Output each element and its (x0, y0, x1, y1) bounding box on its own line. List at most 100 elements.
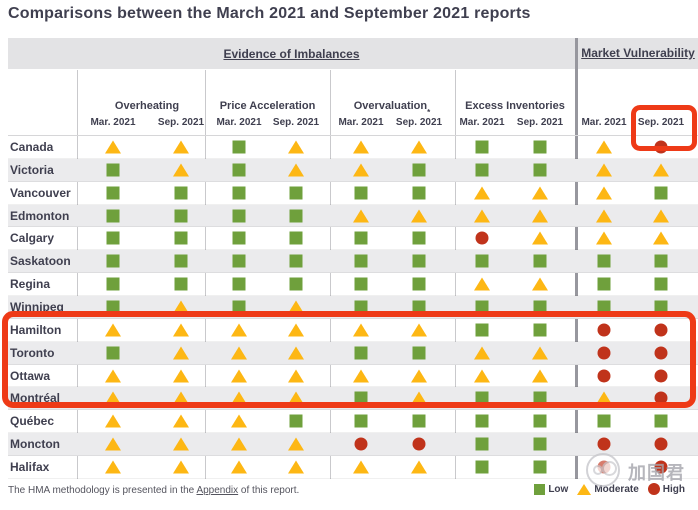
rating-low-icon (289, 186, 303, 200)
rating-low-icon (232, 209, 246, 222)
rating-moderate-icon (474, 186, 490, 200)
rating-high-icon (597, 346, 611, 360)
header-band: Evidence of Imbalances Market Vulnerabil… (8, 38, 698, 69)
rating-low-icon (232, 277, 246, 291)
legend-item-low: Low (534, 483, 568, 495)
table-row-saskatoon: Saskatoon (8, 250, 698, 274)
period-header-mar-2021: Mar. 2021 (581, 117, 627, 128)
rating-low-icon (289, 209, 303, 222)
header-market-vulnerability: Market Vulnerability (581, 45, 695, 60)
table-row-victoria: Victoria (8, 158, 698, 182)
rating-moderate-icon (231, 460, 247, 474)
rating-low-icon (412, 254, 426, 268)
rating-moderate-icon (231, 369, 247, 383)
rating-low-icon (174, 231, 188, 245)
rating-moderate-icon (231, 437, 247, 451)
rating-moderate-icon (474, 346, 490, 360)
column-group-label: Price Acceleration (219, 100, 316, 113)
rating-low-icon (654, 254, 668, 268)
column-group-label: Overheating (114, 100, 180, 113)
period-header-mar-2021: Mar. 2021 (90, 117, 136, 128)
rating-low-icon (354, 414, 368, 428)
rating-low-icon (232, 140, 246, 154)
rating-low-icon (654, 277, 668, 291)
rating-moderate-icon (353, 163, 369, 177)
rating-moderate-icon (173, 323, 189, 337)
column-group-label: Overvaluation (353, 100, 428, 113)
rating-low-icon (232, 300, 246, 314)
rating-moderate-icon (173, 346, 189, 360)
rating-moderate-icon (231, 323, 247, 337)
rating-moderate-icon (596, 231, 612, 245)
rating-moderate-icon (596, 391, 612, 405)
rating-moderate-icon (288, 300, 304, 314)
rating-moderate-icon (231, 414, 247, 428)
table-row-calgary: Calgary (8, 227, 698, 251)
table-row-regina: Regina (8, 273, 698, 297)
rating-low-icon (475, 323, 489, 337)
column-group-excess-inventories: Excess Inventories (463, 80, 567, 113)
city-label: Canada (10, 139, 54, 154)
footnote: The HMA methodology is presented in the … (8, 485, 299, 496)
rating-low-icon (106, 254, 120, 268)
rating-moderate-icon (411, 369, 427, 383)
column-group-overheating: Overheating (95, 80, 199, 113)
column-group-price-acceleration: Price Acceleration (216, 80, 320, 113)
period-header-sep-2021: Sep. 2021 (637, 117, 685, 128)
period-header-mar-2021: Mar. 2021 (338, 117, 384, 128)
rating-low-icon (412, 346, 426, 360)
rating-moderate-icon (532, 277, 548, 291)
rating-low-icon (475, 140, 489, 154)
table-row-winnipeg: Winnipeg (8, 296, 698, 319)
city-label: Saskatoon (10, 254, 71, 269)
rating-moderate-icon (353, 209, 369, 222)
rating-moderate-icon (173, 163, 189, 177)
appendix-link[interactable]: Appendix (196, 485, 239, 496)
rating-low-icon (174, 186, 188, 200)
rating-low-icon (475, 163, 489, 177)
table-row-toronto: Toronto (8, 341, 698, 365)
rating-low-icon (174, 254, 188, 268)
rating-low-icon (106, 300, 120, 314)
rating-high-icon (654, 369, 668, 383)
city-label: Montréal (10, 391, 61, 406)
rating-low-icon (412, 414, 426, 428)
rating-low-icon (533, 437, 547, 451)
rating-moderate-icon (532, 186, 548, 200)
rating-low-icon (354, 277, 368, 291)
rating-high-icon (654, 437, 668, 451)
column-divider (330, 70, 331, 479)
rating-high-icon (354, 437, 368, 451)
rating-moderate-icon (288, 369, 304, 383)
rating-low-icon (533, 414, 547, 428)
rating-low-icon (106, 163, 120, 177)
rating-low-icon (533, 254, 547, 268)
period-header-sep-2021: Sep. 2021 (157, 117, 205, 128)
rating-low-icon (354, 346, 368, 360)
rating-moderate-icon (288, 140, 304, 154)
rating-moderate-icon (105, 414, 121, 428)
rating-moderate-icon (288, 460, 304, 474)
rating-low-icon (232, 186, 246, 200)
period-header-mar-2021: Mar. 2021 (216, 117, 262, 128)
legend-label: Moderate (594, 483, 639, 495)
rating-moderate-icon (105, 323, 121, 337)
rating-low-icon (597, 414, 611, 428)
rating-moderate-icon (173, 300, 189, 314)
column-divider (77, 70, 78, 479)
rating-low-icon (533, 163, 547, 177)
rating-low-icon (289, 277, 303, 291)
city-label: Halifax (10, 459, 50, 474)
rating-moderate-icon (532, 209, 548, 222)
rating-low-icon (412, 186, 426, 200)
rating-high-icon (654, 323, 668, 337)
rating-low-icon (533, 460, 547, 474)
rating-low-icon (412, 163, 426, 177)
rating-moderate-icon (288, 391, 304, 405)
rating-low-icon (475, 437, 489, 451)
period-header-mar-2021: Mar. 2021 (459, 117, 505, 128)
rating-moderate-icon (173, 140, 189, 154)
footnote-text-end: of this report. (238, 485, 300, 496)
rating-moderate-icon (474, 209, 490, 222)
